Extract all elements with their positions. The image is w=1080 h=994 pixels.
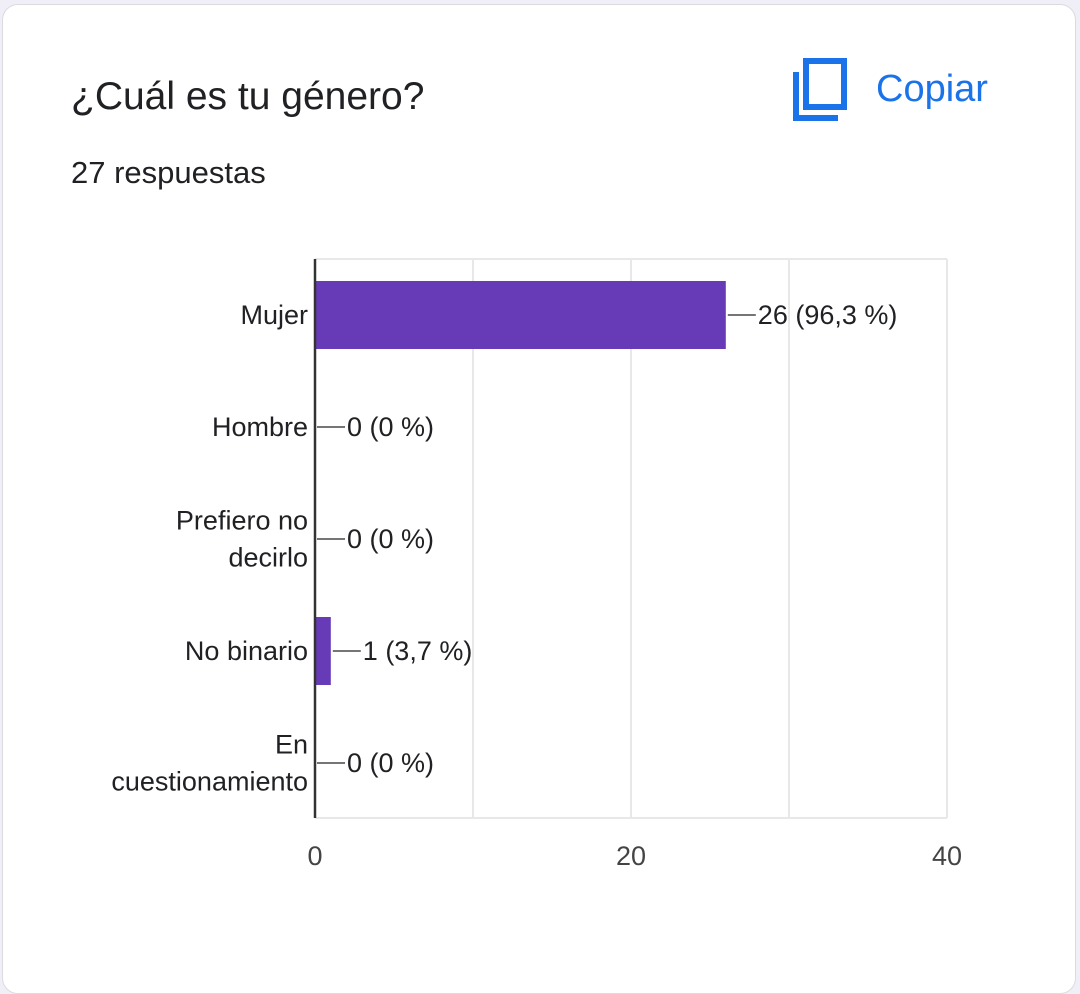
category-label: En	[275, 730, 308, 760]
copy-icon	[793, 58, 847, 121]
x-tick-label: 20	[616, 841, 646, 871]
category-label: No binario	[185, 636, 308, 666]
response-count: 27 respuestas	[71, 155, 266, 190]
x-tick-label: 40	[932, 841, 962, 871]
data-label: 0 (0 %)	[347, 524, 434, 554]
gender-bar-chart: Mujer 26 (96,3 %) Hombre 0 (0 %) Prefiero no…	[111, 258, 962, 871]
bar	[315, 617, 331, 685]
bar	[315, 281, 726, 349]
category-label: cuestionamiento	[111, 767, 308, 797]
category-label: Prefiero no	[176, 506, 308, 536]
question-card: ¿Cuál es tu género? 27 respuestas	[2, 4, 1076, 994]
question-title: ¿Cuál es tu género?	[71, 75, 425, 118]
category-label: Hombre	[212, 412, 308, 442]
data-label: 26 (96,3 %)	[758, 300, 898, 330]
copy-label: Copiar	[876, 67, 988, 110]
data-label: 1 (3,7 %)	[363, 636, 473, 666]
data-label: 0 (0 %)	[347, 412, 434, 442]
x-tick-label: 0	[307, 841, 322, 871]
category-label: Mujer	[240, 300, 308, 330]
copy-chart-button[interactable]: Copiar	[790, 56, 988, 122]
data-label: 0 (0 %)	[347, 748, 434, 778]
category-label: decirlo	[228, 543, 308, 573]
